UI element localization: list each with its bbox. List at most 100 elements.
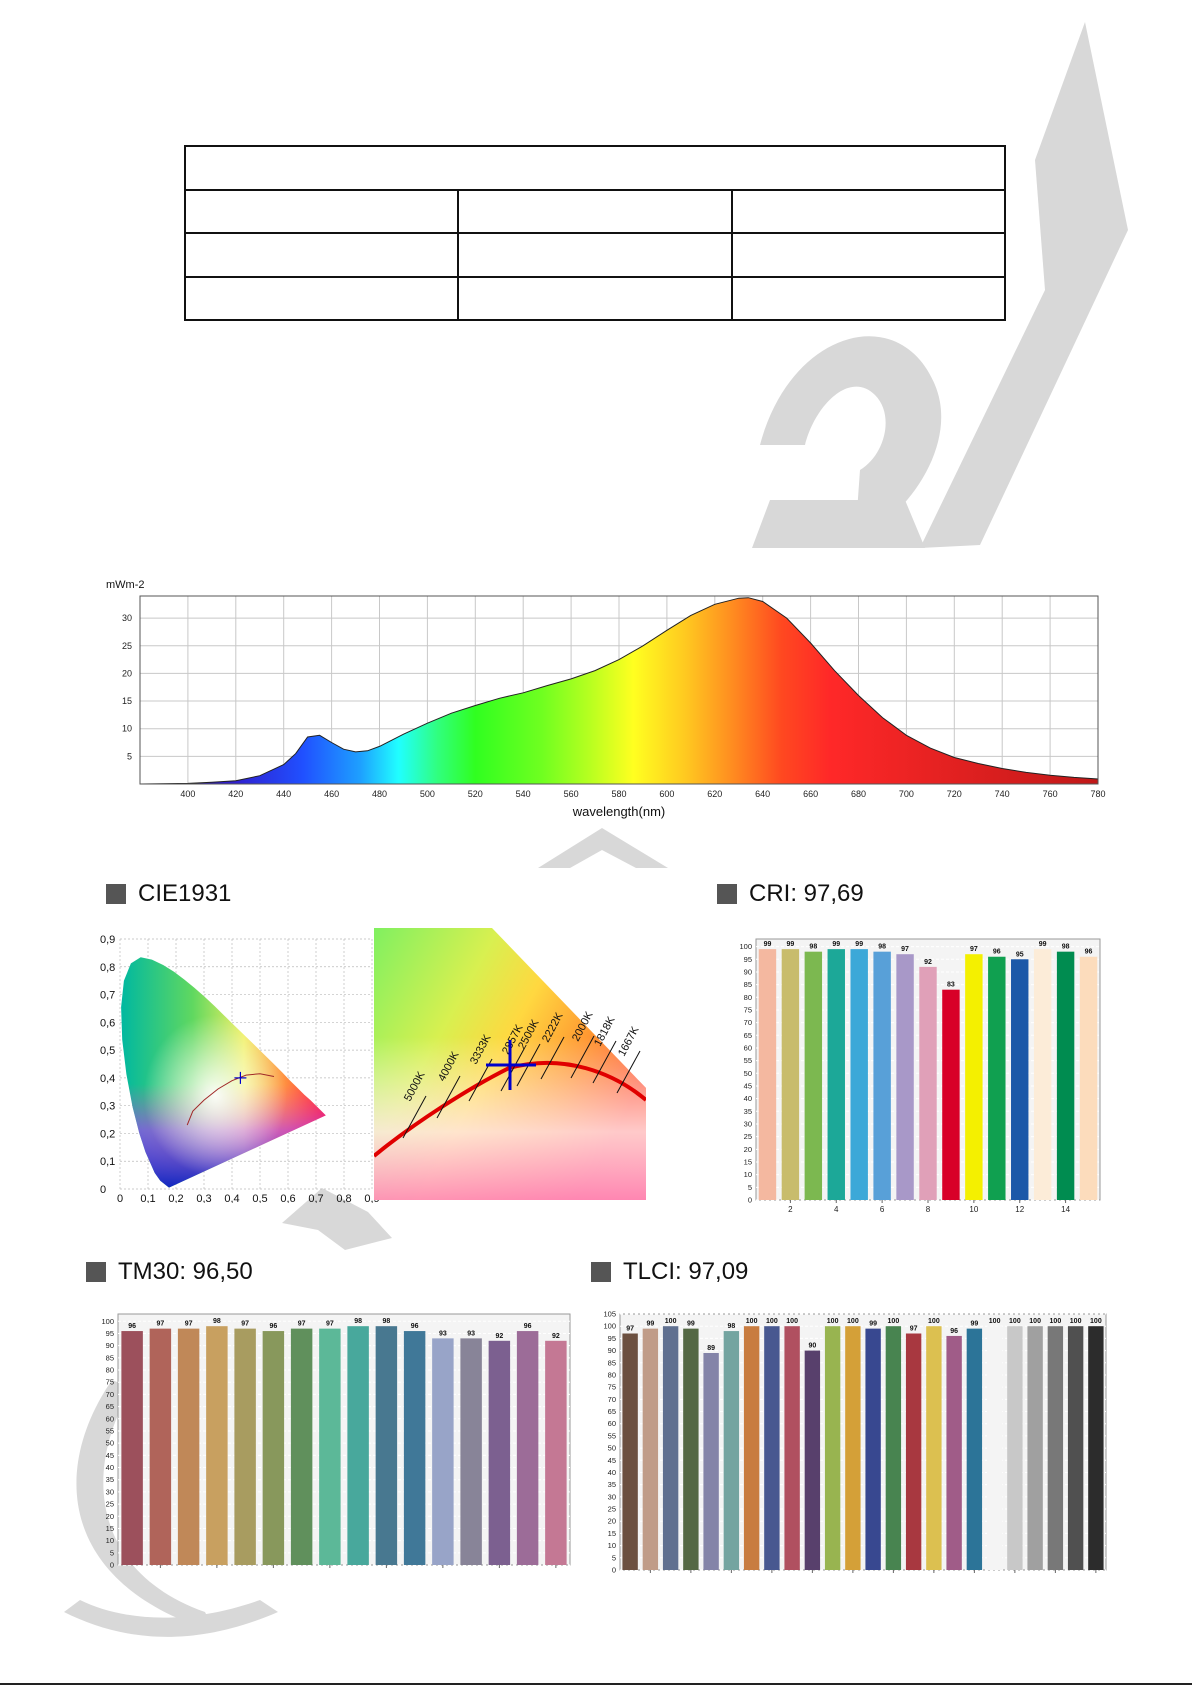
x-tick-label: 2	[648, 1575, 653, 1576]
bar-value-label: 96	[950, 1328, 958, 1335]
x-tick-label: 700	[899, 789, 914, 799]
y-tick-label: 55	[608, 1431, 616, 1440]
y-tick-label: 75	[106, 1378, 114, 1387]
planckian-locus	[186, 1073, 275, 1126]
cri-heading: CRI: 97,69	[717, 880, 864, 908]
x-tick-label: 6	[880, 1205, 885, 1214]
bar-value-label: 96	[128, 1323, 136, 1330]
bar-value-label: 98	[809, 944, 817, 951]
bar	[1027, 1326, 1043, 1570]
bar	[319, 1328, 341, 1565]
bar	[516, 1331, 539, 1565]
x-tick-label: 600	[659, 789, 674, 799]
cct-label: 1818K	[592, 1014, 618, 1048]
spectrum-chart: mWm-2 400 420 440 460 480 500 520 540 560 580 600 6…	[106, 579, 1106, 819]
y-tick-label: 20	[744, 1145, 752, 1154]
table-row	[183, 232, 1007, 278]
y-tick-label: 60	[744, 1043, 752, 1052]
x-tick-label: 16	[929, 1575, 938, 1576]
table-row	[183, 275, 1007, 321]
bar-value-label: 100	[888, 1318, 900, 1325]
x-tick-label: 760	[1043, 789, 1058, 799]
bar	[206, 1326, 228, 1565]
x-tick-label: 4	[689, 1575, 694, 1576]
y-tick-label: 5	[127, 751, 132, 761]
bar	[234, 1328, 256, 1565]
y-tick-label: 0,7	[100, 990, 115, 1002]
bar-value-label: 100	[847, 1318, 859, 1325]
y-tick-label: 20	[106, 1512, 114, 1521]
bar-value-label: 92	[552, 1333, 560, 1340]
bar-value-label: 99	[646, 1321, 654, 1328]
y-tick-label: 45	[106, 1451, 114, 1460]
x-tick-label: 580	[611, 789, 626, 799]
bar-value-label: 100	[766, 1318, 778, 1325]
bar	[432, 1338, 454, 1565]
y-tick-label: 100	[603, 1322, 616, 1331]
x-tick-label: 0,2	[168, 1193, 183, 1203]
chromaticity-point-marker-zoom	[486, 1040, 536, 1090]
y-tick-label: 90	[106, 1341, 114, 1350]
y-tick-label: 60	[608, 1419, 616, 1428]
bar-value-label: 97	[326, 1321, 334, 1328]
bar	[865, 1328, 881, 1570]
x-tick-label: 420	[228, 789, 243, 799]
bullet-square-icon	[591, 1262, 611, 1282]
y-tick-label: 50	[106, 1439, 114, 1448]
x-tick-label: 0,4	[224, 1193, 239, 1203]
x-tick-label: 0,5	[252, 1193, 267, 1203]
bar-value-label: 97	[626, 1326, 634, 1333]
table-cell	[457, 188, 733, 234]
y-tick-label: 0,5	[100, 1045, 115, 1057]
x-tick-label: 14	[1061, 1205, 1070, 1214]
y-tick-label: 10	[122, 724, 132, 734]
y-tick-label: 15	[122, 696, 132, 706]
y-tick-label: 65	[744, 1031, 752, 1040]
y-tick-label: 30	[744, 1119, 752, 1128]
cie-heading: CIE1931	[106, 880, 231, 908]
y-tick-label: 0,8	[100, 962, 115, 974]
bar-value-label: 98	[354, 1318, 362, 1325]
y-tick-label: 90	[608, 1346, 616, 1355]
table-cell	[184, 145, 1006, 191]
bar	[758, 949, 777, 1200]
y-tick-label: 30	[106, 1487, 114, 1496]
bar-value-label: 100	[928, 1318, 940, 1325]
plot-area	[619, 1313, 1107, 1571]
x-tick-label: 740	[995, 789, 1010, 799]
isotherm-line	[592, 1040, 617, 1084]
x-tick-label: 440	[276, 789, 291, 799]
bar-value-label: 100	[746, 1318, 758, 1325]
y-tick-label: 50	[744, 1069, 752, 1078]
bar-value-label: 89	[707, 1345, 715, 1352]
y-tick-label: 25	[106, 1500, 114, 1509]
x-tick-label: 20	[1010, 1575, 1019, 1576]
bar	[926, 1326, 942, 1570]
y-tick-label: 70	[608, 1395, 616, 1404]
y-tick-label: 25	[122, 641, 132, 651]
y-tick-label: 35	[106, 1475, 114, 1484]
bar	[488, 1340, 511, 1565]
bar-value-label: 96	[1085, 949, 1093, 956]
bar-value-label: 97	[970, 946, 978, 953]
y-tick-label: 105	[603, 1310, 616, 1319]
bar	[683, 1328, 699, 1570]
bar	[850, 949, 868, 1200]
bar	[873, 951, 891, 1200]
y-tick-label: 30	[122, 613, 132, 623]
x-tick-label: 0,8	[336, 1193, 351, 1203]
x-tick-label: 8	[926, 1205, 931, 1214]
bar	[845, 1326, 861, 1570]
y-tick-label: 40	[744, 1094, 752, 1103]
bar-value-label: 100	[989, 1318, 1001, 1325]
x-tick-label: 0,1	[140, 1193, 155, 1203]
bar-value-label: 100	[665, 1318, 677, 1325]
x-tick-label: 560	[564, 789, 579, 799]
y-tick-label: 65	[608, 1407, 616, 1416]
x-tick-label: 0,7	[308, 1193, 323, 1203]
bar	[662, 1326, 679, 1570]
bar-value-label: 97	[185, 1321, 193, 1328]
page-bottom-rule	[0, 1683, 1192, 1685]
tm30-title: TM30: 96,50	[118, 1258, 253, 1285]
x-tick-label: 540	[516, 789, 531, 799]
